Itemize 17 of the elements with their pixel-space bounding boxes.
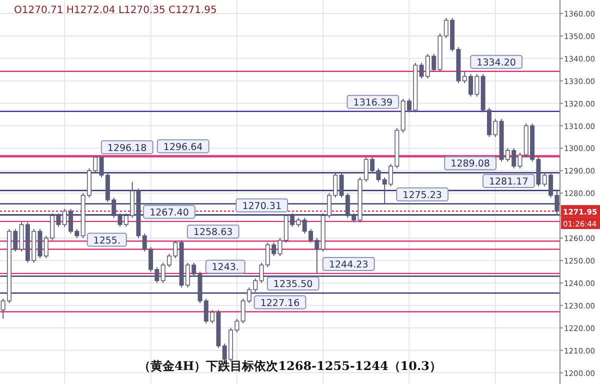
ref-line-label: 1296.64 (163, 142, 203, 153)
ref-line-label: 1296.18 (107, 142, 147, 154)
ref-line-label: 1275.23 (402, 190, 442, 201)
annotation: O1270.71 H1272.04 L1270.35 C1271.95 (14, 5, 217, 16)
ref-line-label: 1281.17 (488, 176, 528, 188)
ref-line-label: 1289.08 (450, 158, 490, 170)
ref-line-label: 1270.31 (242, 200, 282, 212)
ref-line-label: 1235.50 (273, 279, 313, 290)
ref-line-label: 1227.16 (260, 298, 300, 309)
text: （黄金4H）下跌目标依次1268-1255-1244（10.3） (138, 359, 442, 373)
ref-line-label: 1255. (93, 235, 120, 246)
ref-line-label: 1258.63 (193, 227, 233, 238)
ref-line-label: 1244.23 (328, 259, 368, 270)
ref-line-label: 1316.39 (353, 97, 393, 108)
ref-line-label: 1267.40 (150, 207, 189, 218)
ref-line-label: 1243. (212, 262, 239, 274)
ref-line-label: 1334.20 (476, 57, 516, 68)
